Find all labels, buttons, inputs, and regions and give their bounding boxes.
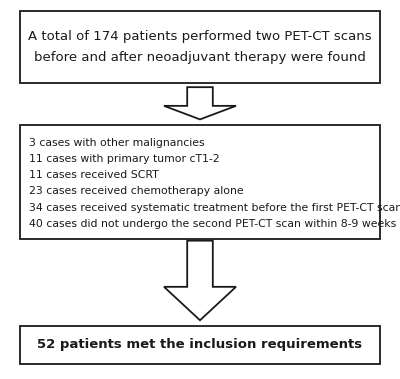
Polygon shape <box>164 87 236 119</box>
Text: 34 cases received systematic treatment before the first PET-CT scans: 34 cases received systematic treatment b… <box>29 203 400 213</box>
Bar <box>20 326 380 364</box>
Text: 11 cases received SCRT: 11 cases received SCRT <box>29 170 158 180</box>
Text: 52 patients met the inclusion requirements: 52 patients met the inclusion requiremen… <box>38 338 362 351</box>
Text: 3 cases with other malignancies: 3 cases with other malignancies <box>29 138 204 148</box>
Text: 11 cases with primary tumor cT1-2: 11 cases with primary tumor cT1-2 <box>29 154 220 164</box>
Text: A total of 174 patients performed two PET-CT scans
before and after neoadjuvant : A total of 174 patients performed two PE… <box>28 30 372 64</box>
Bar <box>20 11 380 83</box>
Polygon shape <box>164 241 236 320</box>
Text: 23 cases received chemotherapy alone: 23 cases received chemotherapy alone <box>29 186 244 196</box>
Text: 40 cases did not undergo the second PET-CT scan within 8-9 weeks after nCRT: 40 cases did not undergo the second PET-… <box>29 219 400 229</box>
Bar <box>20 125 380 239</box>
